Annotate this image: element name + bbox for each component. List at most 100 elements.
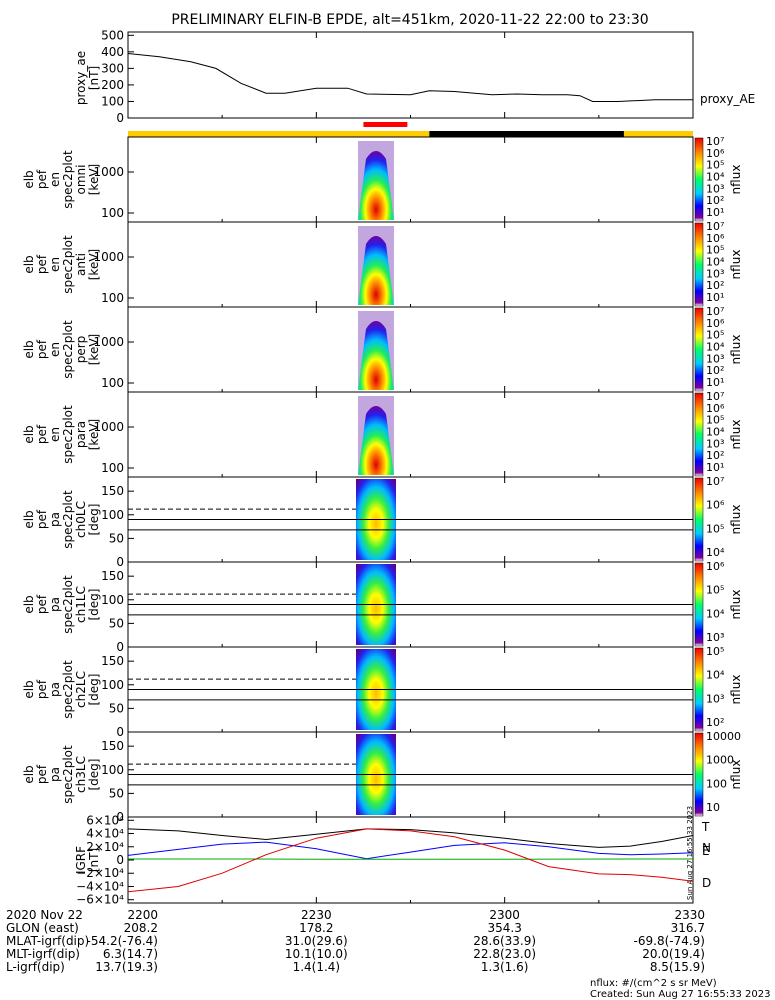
energy-blob — [358, 151, 394, 220]
panel-ylabel-2: pa — [48, 512, 62, 527]
panel-ylabel-0: elb — [22, 340, 36, 358]
igrf-ytick-label: −2×10⁴ — [76, 866, 124, 880]
panel-ytick-label: 100 — [101, 508, 124, 522]
colorbar-tick-label: 10² — [706, 716, 724, 729]
ephem-value: 22.8(23.0) — [473, 947, 536, 961]
ae-ytick-label: 0 — [116, 111, 124, 125]
ephem-value: 6.3(14.7) — [103, 947, 158, 961]
ephem-value: 354.3 — [487, 921, 521, 935]
colorbar — [694, 732, 704, 817]
igrf-line-T — [127, 828, 694, 848]
panel-ylabel-3: spec2plot — [61, 575, 75, 634]
panel-ylabel-4: para — [74, 421, 88, 448]
ae-ylabel-0: proxy_ae — [74, 51, 88, 105]
ephem-value: 2330 — [674, 908, 705, 922]
panel-ytick-label: 150 — [101, 654, 124, 668]
colorbar-tick-label: 10⁴ — [706, 669, 725, 682]
panel-ylabel-4: omni — [74, 165, 88, 195]
panel-ylabel-1: pef — [35, 594, 49, 614]
panel-ylabel-5: [keV] — [87, 164, 101, 195]
ephem-value: 13.7(19.3) — [95, 960, 158, 974]
colorbar-tick-label: 1000 — [706, 754, 734, 767]
colorbar-tick-label: 10¹ — [706, 376, 724, 389]
ephem-value: 8.5(15.9) — [650, 960, 705, 974]
panel-frame — [127, 306, 694, 393]
colorbar-tick-label: 10⁴ — [706, 426, 725, 439]
colorbar-label: nflux — [729, 165, 743, 195]
colorbar-tick-label: 10⁶ — [706, 317, 725, 330]
igrf-ylabel-1: [nT] — [87, 848, 101, 872]
panel-ylabel-5: [keV] — [87, 249, 101, 280]
igrf-line-D — [127, 828, 694, 893]
colorbar-tick-label: 10⁵ — [706, 522, 724, 535]
ae-ytick-label: 100 — [101, 94, 124, 108]
colorbar — [694, 222, 704, 307]
panel-ytick-label: 100 — [101, 206, 124, 220]
colorbar-tick-label: 10⁶ — [706, 499, 725, 512]
colorbar-label: nflux — [729, 335, 743, 365]
colorbar — [694, 307, 704, 392]
colorbar-tick-label: 10⁵ — [706, 414, 724, 427]
panel-ylabel-2: pa — [48, 682, 62, 697]
panel-ylabel-5: [keV] — [87, 419, 101, 450]
panel-ylabel-0: elb — [22, 255, 36, 273]
colorbar-label: nflux — [729, 505, 743, 535]
colorbar-tick-label: 10³ — [706, 267, 724, 280]
figure-title: PRELIMINARY ELFIN-B EPDE, alt=451km, 202… — [171, 12, 648, 28]
ephem-value: 1.4(1.4) — [293, 960, 341, 974]
panel-ylabel-5: [deg] — [87, 674, 101, 706]
ae-ytick-label: 400 — [101, 45, 124, 59]
ephem-label: GLON (east) — [6, 921, 79, 935]
ae-ylabel-1: [nT] — [87, 66, 101, 90]
colorbar-label: nflux — [729, 675, 743, 705]
panel-ylabel-4: ch0LC — [74, 501, 88, 538]
colorbar-tick-label: 10² — [706, 194, 724, 207]
ae-ytick-label: 500 — [101, 28, 124, 42]
panel-ytick-label: 1000 — [93, 420, 124, 434]
colorbar-tick-label: 10³ — [706, 182, 724, 195]
panel-ytick-label: 100 — [101, 376, 124, 390]
panel-ytick-label: 1000 — [93, 165, 124, 179]
panel-ylabel-5: [keV] — [87, 334, 101, 365]
energy-blob — [358, 236, 394, 305]
panel-ylabel-2: pa — [48, 767, 62, 782]
spectrogram-panel-4: 150 100 50 0 elb pef pa spec2plot ch0LC [deg] 10⁷ 1… — [22, 475, 743, 569]
igrf-ytick-label: 4×10⁴ — [86, 827, 124, 841]
panel-ylabel-4: ch1LC — [74, 586, 88, 623]
footer-created: Created: Sun Aug 27 16:55:33 2023 — [590, 989, 770, 1000]
panel-ylabel-5: [deg] — [87, 504, 101, 536]
panel-ytick-label: 100 — [101, 461, 124, 475]
colorbar-tick-label: 10⁶ — [706, 560, 725, 573]
panel-ylabel-3: spec2plot — [61, 660, 75, 719]
panel-ylabel-1: pef — [35, 424, 49, 444]
ephem-value: 20.0(19.4) — [642, 947, 705, 961]
panel-ylabel-0: elb — [22, 680, 36, 698]
colorbar-tick-label: 10 — [706, 801, 720, 814]
panel-frame — [127, 221, 694, 308]
igrf-legend-E: E — [702, 844, 710, 858]
colorbar-tick-label: 10000 — [706, 730, 741, 743]
colorbar-tick-label: 10⁴ — [706, 607, 725, 620]
panel-ylabel-1: pef — [35, 169, 49, 189]
ae-ytick-label: 300 — [101, 61, 124, 75]
ephem-label: MLAT-igrf(dip) — [6, 934, 89, 948]
colorbar-tick-label: 10⁵ — [706, 244, 724, 257]
ephem-value: 28.6(33.9) — [473, 934, 536, 948]
igrf-legend-D: D — [702, 876, 711, 890]
colorbar-tick-label: 10³ — [706, 631, 724, 644]
panel-frame — [127, 391, 694, 478]
panel-ytick-label: 50 — [109, 701, 124, 715]
colorbar-tick-label: 10⁴ — [706, 341, 725, 354]
x-tick-labels — [127, 32, 694, 903]
energy-blob — [358, 321, 394, 390]
ephem-value: -54.2(-76.4) — [87, 934, 158, 948]
panel-ylabel-3: spec2plot — [61, 320, 75, 379]
panel-ytick-label: 0 — [116, 725, 124, 739]
status-segment — [623, 131, 693, 137]
panel-ytick-label: 0 — [116, 555, 124, 569]
panel-ylabel-2: en — [48, 342, 62, 357]
status-segment — [128, 131, 430, 137]
panel-ytick-label: 150 — [101, 569, 124, 583]
colorbar-tick-label: 10⁵ — [706, 645, 724, 658]
